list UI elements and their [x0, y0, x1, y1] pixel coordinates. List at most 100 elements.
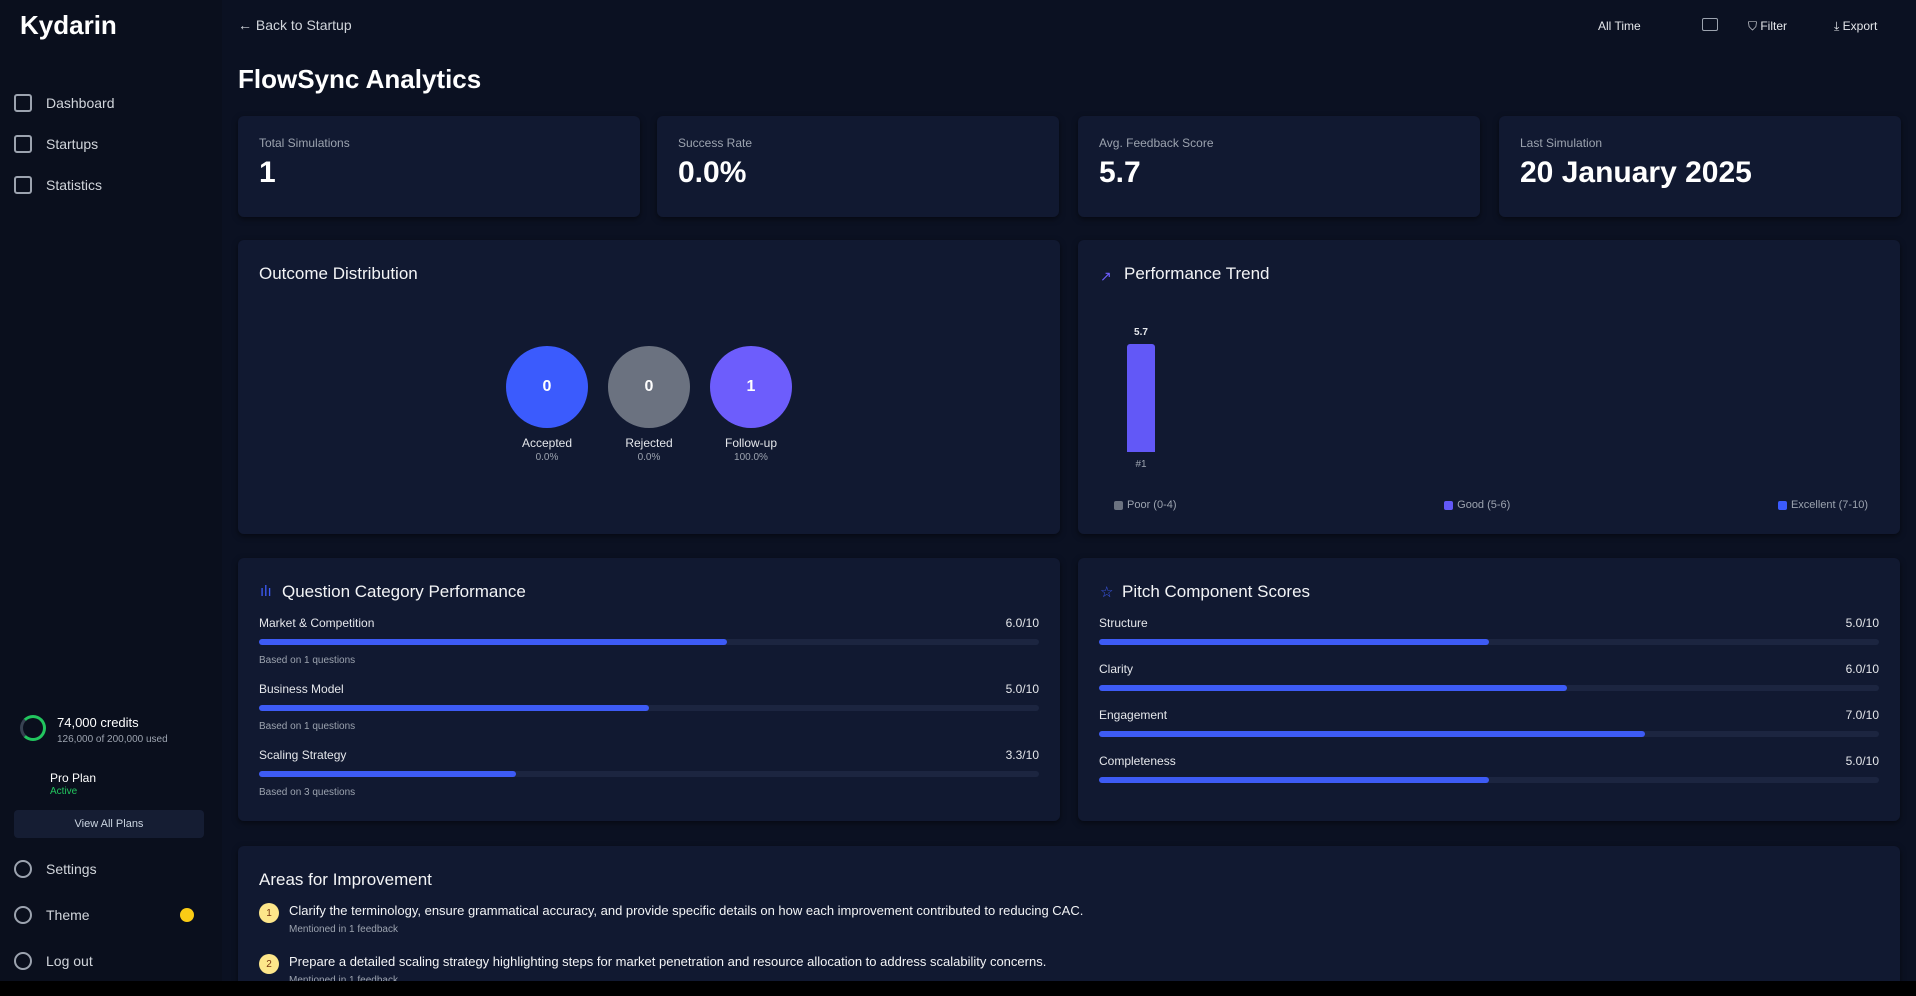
outcome-circle: 0 — [506, 346, 588, 428]
sidebar: Kydarin Dashboard Startups Statistics 74,00… — [0, 0, 222, 981]
legend-item: Excellent (7-10) — [1777, 499, 1868, 511]
card-title: Outcome Distribution — [259, 264, 418, 283]
trend-bar — [1127, 343, 1155, 452]
trend-value-label: 5.7 — [1134, 326, 1148, 338]
legend-label: Good (5-6) — [1457, 499, 1511, 511]
plan: Pro Plan — [50, 771, 97, 785]
credits-usage: 126,000 of 200,000 used — [57, 734, 168, 745]
legend-swatch — [1444, 500, 1454, 510]
improvement-text: Prepare a detailed scaling strategy high… — [289, 954, 1047, 969]
brand: Kydarin — [20, 10, 117, 40]
nav-icon — [14, 906, 32, 924]
filter-button[interactable]: ⛉ Filter — [1748, 19, 1788, 33]
score-item: Clarity 6.0/10 — [1099, 662, 1879, 691]
score-item: Structure 5.0/10 — [1099, 616, 1879, 645]
stat-value: 1 — [259, 156, 276, 189]
bottom-nav-item[interactable]: Log out — [14, 952, 93, 970]
nav-label: Dashboard — [46, 95, 115, 111]
outcome-circle: 0 — [608, 346, 690, 428]
score-item: Engagement 7.0/10 — [1099, 708, 1879, 737]
improvement-note: Mentioned in 1 feedback — [289, 975, 398, 981]
score-value: 7.0/10 — [1845, 708, 1879, 722]
score-row: Clarity 6.0/10 — [1099, 662, 1879, 676]
improvement-number: 1 — [259, 903, 279, 923]
nav-item[interactable]: Dashboard — [14, 94, 115, 112]
stat-label: Last Simulation — [1520, 136, 1603, 150]
card-title: Pitch Component Scores — [1122, 582, 1311, 601]
legend-item: Good (5-6) — [1444, 499, 1510, 511]
stat-value: 5.7 — [1099, 156, 1141, 189]
back-link[interactable]: ← Back to Startup — [238, 17, 352, 33]
score-name: Market & Competition — [259, 616, 375, 630]
nav-icon — [14, 135, 32, 153]
nav-item[interactable]: Startups — [14, 135, 98, 153]
stat-card: Last Simulation 20 January 2025 — [1499, 116, 1901, 217]
card-title: Areas for Improvement — [259, 870, 432, 889]
improvement-item: 2 Prepare a detailed scaling strategy hig… — [259, 954, 1046, 981]
score-note: Based on 1 questions — [259, 655, 356, 666]
stat-value: 0.0% — [678, 156, 747, 189]
outcome-label: Follow-up — [724, 436, 778, 450]
score-item: Completeness 5.0/10 — [1099, 754, 1879, 783]
score-track — [1099, 685, 1879, 691]
score-row: Business Model 5.0/10 — [259, 682, 1039, 696]
outcome-pct: 100.0% — [734, 452, 768, 463]
stat-label: Success Rate — [678, 136, 753, 150]
trend-icon: ↗ — [1100, 268, 1112, 284]
legend-item: Poor (0-4) — [1114, 499, 1177, 511]
filter-text[interactable]: Filter — [1760, 19, 1788, 33]
bottom-nav-item[interactable]: Settings — [14, 860, 97, 878]
nav-label: Statistics — [46, 177, 103, 193]
back-text[interactable]: Back to Startup — [255, 17, 352, 33]
score-item: Market & Competition 6.0/10 Based on 1 que… — [259, 616, 1039, 666]
improvement-body: Clarify the terminology, ensure grammati… — [289, 903, 1083, 935]
export-text[interactable]: Export — [1842, 19, 1878, 33]
outcome-pct: 0.0% — [535, 452, 559, 463]
plans-button-text[interactable]: View All Plans — [74, 818, 144, 830]
score-note: Based on 1 questions — [259, 721, 356, 732]
improvement-number: 2 — [259, 954, 279, 974]
nav-item[interactable]: Statistics — [14, 176, 102, 194]
page-title: FlowSync Analytics — [238, 64, 482, 94]
outcome-item: 1 Follow-up 100.0% — [710, 346, 792, 463]
score-item: Business Model 5.0/10 Based on 1 questions — [259, 682, 1039, 732]
score-name: Scaling Strategy — [259, 748, 347, 762]
outcome-card: Outcome Distribution 0 Accepted 0.0% 0 Reject… — [238, 240, 1060, 534]
plans-button[interactable]: View All Plans — [14, 810, 204, 838]
card-icon: ılı — [260, 583, 272, 600]
nav-label: Startups — [46, 136, 99, 152]
nav-icon — [14, 952, 32, 970]
score-fill — [259, 639, 727, 645]
calendar[interactable] — [1702, 18, 1718, 31]
legend-label: Poor (0-4) — [1127, 499, 1177, 511]
score-fill — [1099, 685, 1567, 691]
outcome-pct: 0.0% — [637, 452, 661, 463]
score-name: Structure — [1099, 616, 1148, 630]
nav-icon — [14, 176, 32, 194]
score-value: 5.0/10 — [1845, 616, 1879, 630]
score-name: Clarity — [1099, 662, 1134, 676]
score-fill — [259, 705, 649, 711]
stat-value: 20 January 2025 — [1520, 156, 1752, 189]
stat-label: Total Simulations — [259, 136, 350, 150]
nav-label: Log out — [46, 953, 93, 969]
score-track — [259, 639, 1039, 645]
score-name: Engagement — [1099, 708, 1168, 722]
legend-swatch — [1777, 500, 1787, 510]
theme-toggle[interactable] — [180, 908, 194, 922]
bottom-nav-item[interactable]: Theme — [14, 906, 90, 924]
score-fill — [1099, 777, 1489, 783]
score-value: 6.0/10 — [1845, 662, 1879, 676]
score-fill — [259, 771, 517, 777]
trend-card: ↗ Performance Trend 5.7 #1 Poor (0-4) Good (5… — [1078, 240, 1900, 534]
score-track — [259, 705, 1039, 711]
credits: 74,000 credits — [57, 715, 139, 730]
improvement-item: 1 Clarify the terminology, ensure grammat… — [259, 903, 1083, 935]
range-select[interactable]: All Time — [1598, 19, 1641, 33]
score-value: 6.0/10 — [1005, 616, 1039, 630]
components-card: ☆ Pitch Component Scores Structure 5.0/10 Cl… — [1078, 558, 1900, 821]
score-row: Engagement 7.0/10 — [1099, 708, 1879, 722]
export-button[interactable]: ⤓ Export — [1834, 19, 1878, 33]
score-track — [1099, 777, 1879, 783]
